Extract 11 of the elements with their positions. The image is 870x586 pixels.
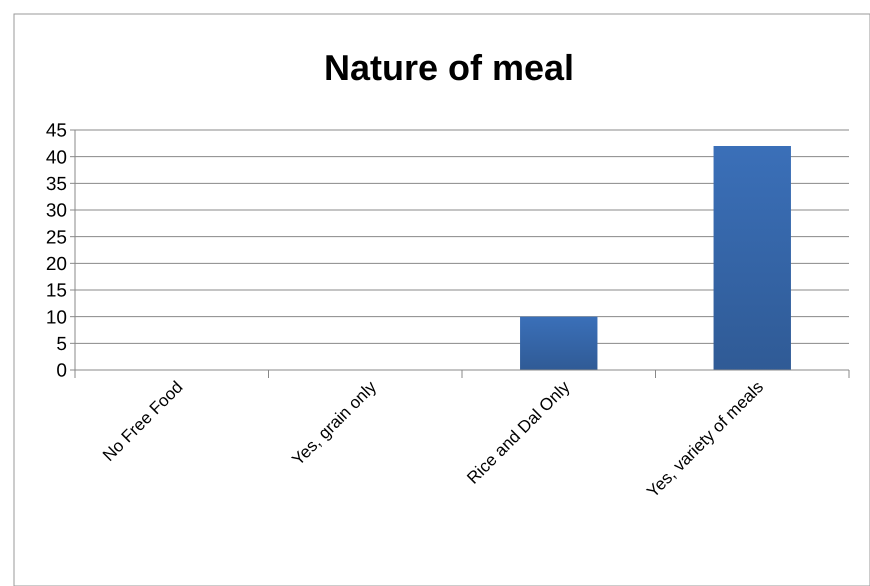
y-tick-label: 15 [46, 280, 67, 302]
y-tick-label: 25 [46, 227, 67, 248]
y-tick-label: 45 [46, 120, 67, 142]
y-tick-label: 30 [46, 200, 67, 222]
y-tick-label: 20 [46, 254, 67, 275]
y-tick-label: 40 [46, 147, 67, 168]
y-tick-label: 0 [56, 360, 67, 382]
chart-title: Nature of meal [324, 47, 574, 88]
y-tick-label: 10 [46, 307, 67, 328]
y-tick-label: 5 [56, 334, 67, 355]
y-tick-label: 35 [46, 174, 67, 195]
